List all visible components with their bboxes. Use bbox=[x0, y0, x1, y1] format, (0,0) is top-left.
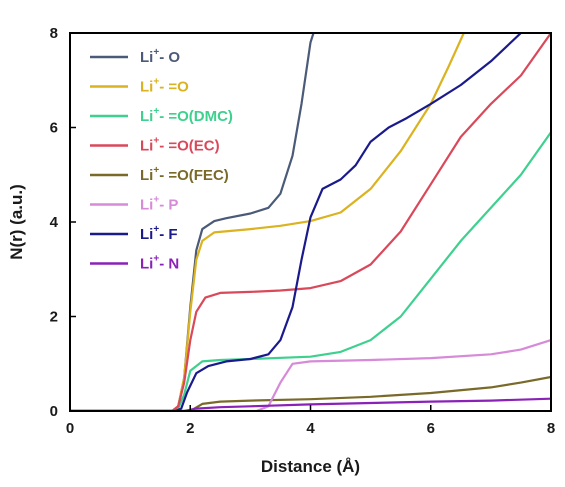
y-tick-label: 6 bbox=[50, 120, 58, 137]
legend-label-prefix: Li bbox=[140, 49, 153, 66]
legend-label: Li+- O bbox=[140, 47, 180, 66]
legend-label-sup: + bbox=[153, 165, 159, 176]
x-tick-label: 8 bbox=[547, 420, 555, 437]
legend-label-suffix: - N bbox=[159, 256, 179, 273]
legend-label-suffix: - =O(FEC) bbox=[159, 167, 229, 184]
legend-label-prefix: Li bbox=[140, 256, 153, 273]
legend-label-prefix: Li bbox=[140, 197, 153, 214]
x-tick-label: 6 bbox=[427, 420, 435, 437]
legend-label-sup: + bbox=[153, 136, 159, 147]
legend: Li+- OLi+- =OLi+- =O(DMC)Li+- =O(EC)Li+-… bbox=[90, 47, 233, 273]
y-axis-label: N(r) (a.u.) bbox=[7, 184, 26, 260]
legend-label: Li+- =O(FEC) bbox=[140, 165, 229, 184]
legend-label-suffix: - P bbox=[159, 197, 178, 214]
y-tick-label: 4 bbox=[50, 214, 59, 231]
series-line-3 bbox=[70, 33, 551, 411]
legend-label-sup: + bbox=[153, 47, 159, 58]
x-axis-label: Distance (Å) bbox=[261, 457, 360, 476]
x-tick-label: 0 bbox=[66, 420, 74, 437]
y-tick-label: 8 bbox=[50, 25, 58, 42]
legend-label: Li+- =O(DMC) bbox=[140, 106, 233, 125]
legend-label-prefix: Li bbox=[140, 108, 153, 125]
series-line-5 bbox=[70, 339, 551, 411]
legend-label-sup: + bbox=[153, 224, 159, 235]
legend-label-suffix: - =O bbox=[159, 79, 189, 96]
x-tick-label: 4 bbox=[306, 420, 315, 437]
series-line-4 bbox=[70, 375, 551, 411]
legend-label: Li+- F bbox=[140, 224, 178, 243]
series-line-6 bbox=[70, 33, 522, 411]
legend-label-prefix: Li bbox=[140, 138, 153, 155]
series-line-0 bbox=[70, 33, 315, 411]
legend-label: Li+- =O bbox=[140, 77, 189, 96]
series-lines bbox=[70, 33, 551, 411]
legend-label-suffix: - F bbox=[159, 226, 177, 243]
legend-label: Li+- N bbox=[140, 254, 179, 273]
legend-label-sup: + bbox=[153, 254, 159, 265]
x-tick-label: 2 bbox=[186, 420, 194, 437]
legend-label: Li+- =O(EC) bbox=[140, 136, 220, 155]
legend-label-suffix: - =O(DMC) bbox=[159, 108, 233, 125]
y-tick-label: 0 bbox=[50, 403, 58, 420]
legend-label-prefix: Li bbox=[140, 226, 153, 243]
legend-label: Li+- P bbox=[140, 195, 178, 214]
legend-label-prefix: Li bbox=[140, 167, 153, 184]
legend-label-sup: + bbox=[153, 195, 159, 206]
axis-ticks: 0 2 4 6 8 0 2 4 6 8 bbox=[50, 25, 556, 437]
y-tick-label: 2 bbox=[50, 309, 58, 326]
legend-label-suffix: - =O(EC) bbox=[159, 138, 219, 155]
legend-label-sup: + bbox=[153, 106, 159, 117]
series-line-2 bbox=[70, 131, 551, 411]
legend-label-sup: + bbox=[153, 77, 159, 88]
legend-label-prefix: Li bbox=[140, 79, 153, 96]
legend-label-suffix: - O bbox=[159, 49, 180, 66]
